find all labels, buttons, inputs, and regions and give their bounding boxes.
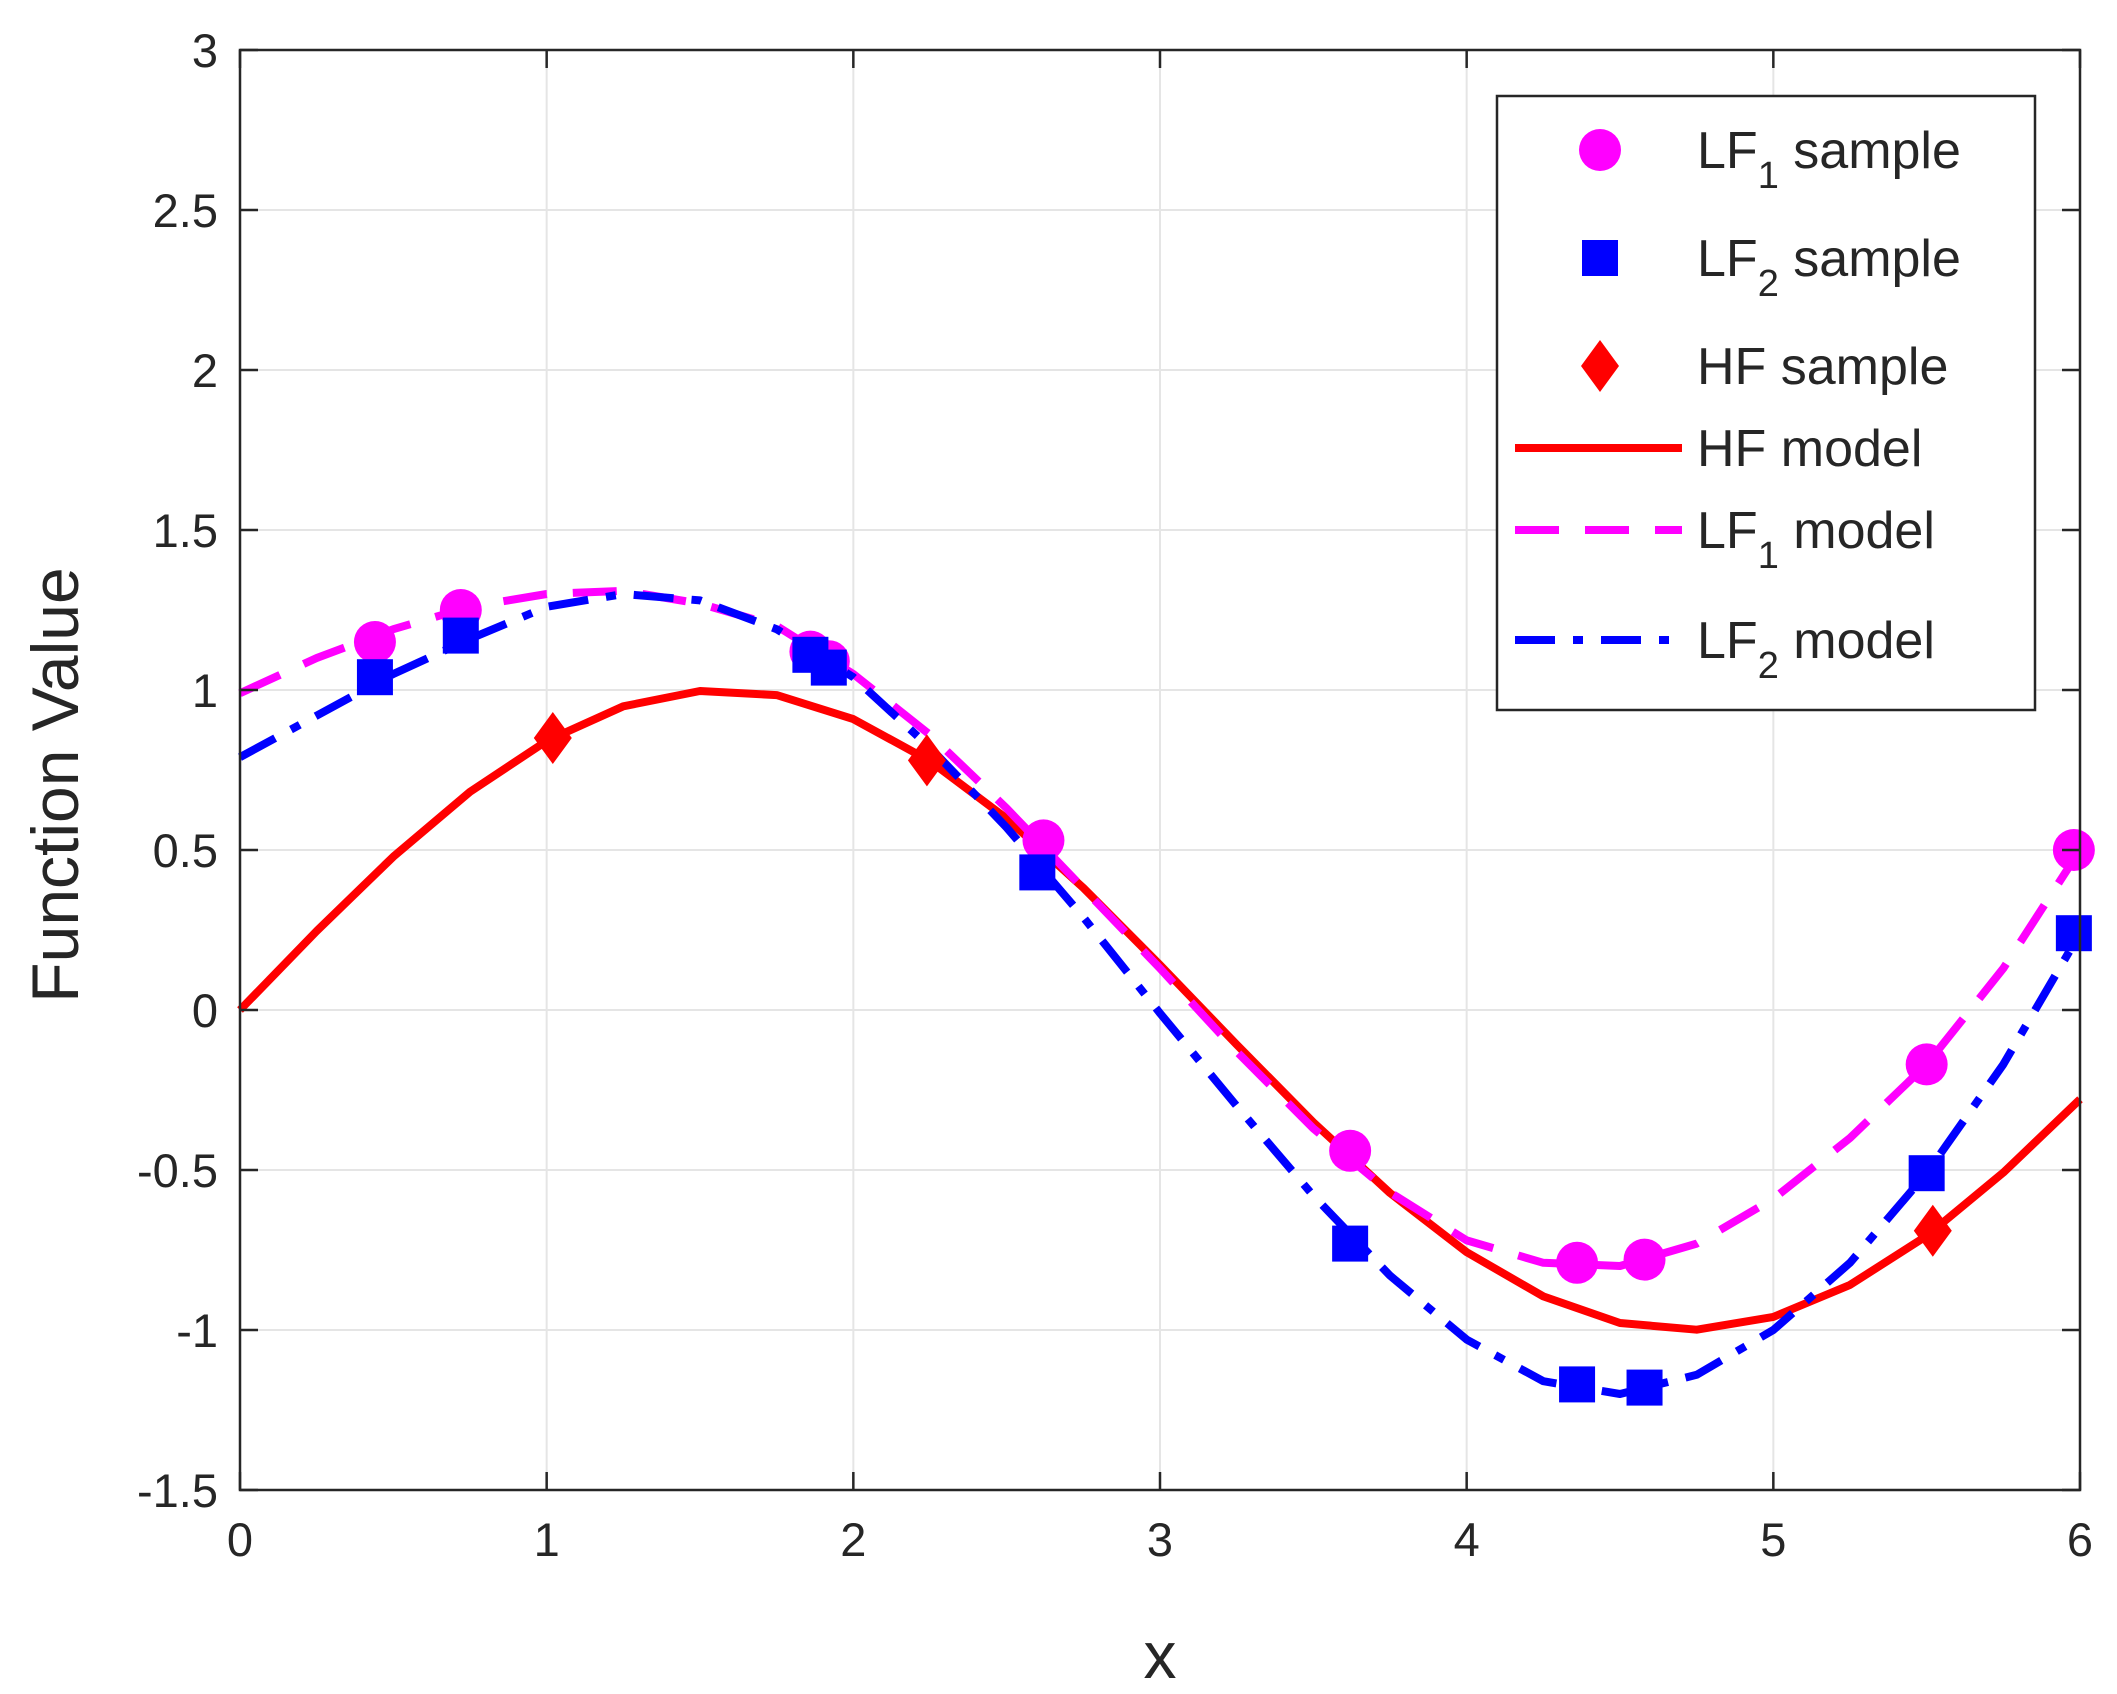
y-tick-label: -1.5 <box>137 1464 218 1517</box>
y-tick-label: -1 <box>176 1304 218 1357</box>
marker-lf1-sample <box>1022 819 1065 862</box>
marker-lf2-sample <box>442 617 479 654</box>
y-tick-label: 2.5 <box>153 184 218 237</box>
marker-hf-sample <box>1913 1204 1952 1257</box>
x-tick-label: 2 <box>840 1513 866 1566</box>
series-line-lf2-model <box>238 590 2084 1398</box>
marker-lf1-sample <box>1556 1241 1599 1284</box>
y-tick-label: 2 <box>192 344 218 397</box>
series-line-lf1-model <box>238 586 2084 1270</box>
y-tick-label: 1.5 <box>153 504 218 557</box>
legend-marker-hf_sample <box>1581 340 1619 392</box>
marker-lf1-sample <box>1905 1043 1948 1086</box>
marker-lf2-sample <box>810 649 847 686</box>
y-tick-label: 0.5 <box>153 824 218 877</box>
x-tick-label: 0 <box>227 1513 253 1566</box>
x-ticks: 0 1 2 3 4 5 6 <box>227 50 2093 1566</box>
legend-label-lf1_sample: LF1 sample <box>1697 122 1961 197</box>
y-tick-label: -0.5 <box>137 1144 218 1197</box>
x-tick-label: 4 <box>1454 1513 1480 1566</box>
y-tick-label: 3 <box>192 24 218 77</box>
marker-hf-sample <box>907 734 946 787</box>
legend-label-lf1_model: LF1 model <box>1697 502 1935 577</box>
marker-lf1-sample <box>1329 1129 1372 1172</box>
marker-lf2-sample <box>1559 1366 1596 1403</box>
legend-label-lf2_sample: LF2 sample <box>1697 230 1961 305</box>
legend-label-hf_model: HF model <box>1697 420 1922 478</box>
marker-lf1-sample <box>353 621 396 663</box>
legend-label-hf_sample: HF sample <box>1697 338 1948 396</box>
x-tick-label: 6 <box>2067 1513 2093 1566</box>
plot-series <box>237 586 2095 1406</box>
marker-lf2-sample <box>1908 1155 1945 1192</box>
x-axis-label: x <box>1144 1618 1177 1692</box>
y-axis-label: Function Value <box>18 567 92 1002</box>
legend-marker-lf1_sample <box>1579 129 1621 171</box>
legend: LF1 sample LF2 sample HF sample HF model LF1… <box>1495 94 2037 712</box>
marker-lf2-sample <box>356 659 393 696</box>
legend-label-lf2_model: LF2 model <box>1697 612 1935 687</box>
y-tick-label: 1 <box>192 664 218 717</box>
x-tick-label: 3 <box>1147 1513 1173 1566</box>
marker-lf2-sample <box>1626 1369 1663 1406</box>
marker-lf1-sample <box>1623 1238 1666 1281</box>
marker-hf-sample <box>533 712 572 764</box>
legend-box <box>1495 94 2037 712</box>
x-tick-label: 5 <box>1760 1513 1786 1566</box>
x-tick-label: 1 <box>534 1513 560 1566</box>
marker-lf2-sample <box>2055 915 2092 952</box>
marker-lf2-sample <box>1019 854 1056 891</box>
legend-marker-lf2_sample <box>1582 240 1618 276</box>
marker-lf2-sample <box>1332 1225 1369 1262</box>
y-ticks: -1.5 -1 -0.5 0 0.5 1 1.5 2 2.5 3 <box>137 24 2080 1517</box>
y-tick-label: 0 <box>192 984 218 1037</box>
